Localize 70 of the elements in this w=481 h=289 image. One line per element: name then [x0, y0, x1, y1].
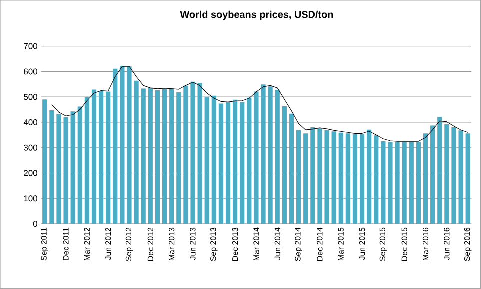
bar	[458, 130, 464, 224]
chart-title: World soybeans prices, USD/ton	[180, 10, 334, 20]
y-tick-label: 300	[24, 144, 38, 151]
bar	[430, 126, 436, 224]
bar	[70, 111, 76, 224]
bar	[226, 102, 231, 224]
bar	[162, 89, 168, 224]
bar	[275, 90, 280, 224]
bar	[42, 99, 48, 224]
y-tick-label: 400	[24, 119, 38, 126]
bar	[254, 92, 259, 224]
bar	[141, 88, 146, 224]
bar	[176, 92, 182, 224]
bar	[184, 86, 188, 224]
bar	[338, 132, 344, 224]
bar	[388, 142, 393, 224]
bar	[190, 82, 196, 224]
bar	[444, 124, 450, 224]
bar	[352, 134, 358, 224]
bar	[240, 102, 245, 224]
bar	[127, 66, 132, 224]
bar	[304, 133, 308, 224]
bar	[78, 106, 82, 224]
bar	[106, 92, 111, 224]
bar	[155, 90, 160, 224]
y-tick-label: 500	[24, 94, 38, 100]
bar	[198, 82, 202, 224]
bar	[438, 116, 442, 224]
bar	[360, 134, 365, 224]
bar	[332, 131, 336, 224]
bar	[324, 130, 330, 224]
bar	[318, 128, 322, 224]
bar	[452, 127, 456, 224]
bar	[56, 114, 62, 224]
bar	[310, 127, 316, 224]
bar	[84, 97, 90, 224]
bar	[247, 98, 252, 224]
bar	[204, 96, 210, 224]
bar	[268, 86, 273, 224]
bar	[466, 133, 470, 224]
bar	[212, 96, 216, 224]
bar	[381, 141, 386, 224]
y-tick-label: 700	[24, 43, 38, 50]
bar	[170, 88, 174, 224]
bar	[261, 84, 266, 224]
bar	[423, 133, 428, 224]
bar	[64, 117, 68, 224]
bar	[346, 133, 350, 224]
bar	[99, 90, 104, 224]
y-tick-label: 0	[33, 220, 38, 227]
bar	[409, 142, 414, 224]
y-tick-label: 200	[24, 170, 38, 176]
bar	[148, 88, 153, 224]
bar	[296, 130, 302, 224]
y-tick-label: 100	[24, 195, 38, 202]
bar	[367, 130, 372, 224]
bar	[233, 100, 238, 224]
bar	[120, 66, 125, 224]
bar	[92, 90, 97, 224]
bar	[50, 110, 54, 224]
bar	[416, 142, 421, 224]
bar	[282, 106, 287, 224]
bar	[113, 68, 118, 224]
bar	[289, 114, 294, 224]
y-tick-label: 600	[24, 68, 38, 75]
bar	[134, 80, 139, 224]
bar	[218, 104, 224, 224]
bar	[395, 142, 400, 224]
bar	[374, 136, 379, 224]
bar	[402, 142, 407, 224]
